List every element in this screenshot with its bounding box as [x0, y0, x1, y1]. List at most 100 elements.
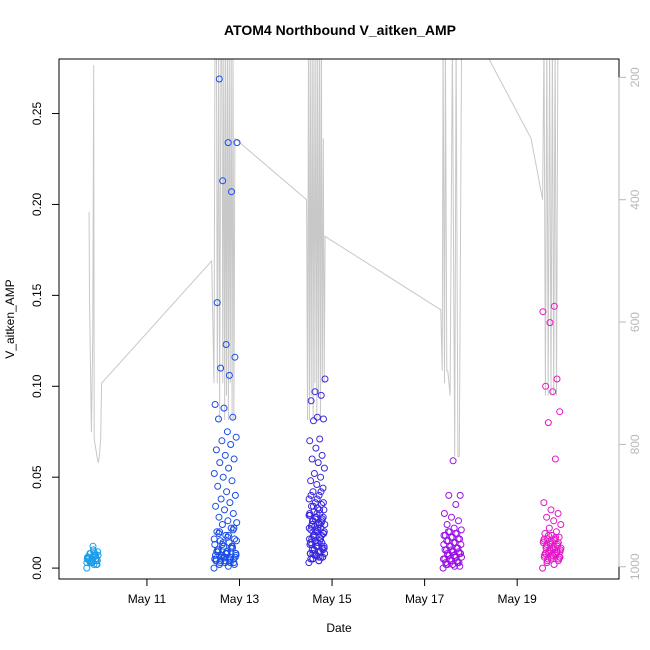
- data-point: [221, 559, 229, 567]
- data-point: [222, 531, 230, 539]
- data-point: [544, 419, 552, 427]
- data-point: [211, 401, 219, 408]
- data-point: [228, 188, 235, 196]
- data-point: [233, 139, 241, 147]
- data-point: [308, 502, 315, 510]
- data-point: [443, 537, 451, 545]
- y-axis-label: V_aitken_AMP: [3, 279, 17, 358]
- data-point: [92, 551, 100, 559]
- y2-axis: 200 400 600 800 1000: [618, 67, 642, 580]
- data-point: [453, 557, 461, 565]
- data-point: [309, 550, 317, 557]
- data-point: [542, 550, 550, 557]
- data-point: [556, 553, 564, 561]
- data-point: [557, 521, 565, 528]
- data-point: [317, 488, 325, 496]
- data-point: [227, 524, 235, 532]
- data-point: [222, 341, 230, 348]
- y2-tick-label: 400: [628, 189, 642, 209]
- data-point: [453, 544, 460, 552]
- data-point: [231, 535, 239, 543]
- x-tick-label: May 19: [498, 592, 538, 606]
- data-point: [444, 528, 452, 536]
- data-point: [228, 477, 236, 485]
- x-tick-label: May 17: [405, 592, 445, 606]
- data-point: [318, 451, 326, 459]
- data-point: [232, 433, 240, 441]
- data-point: [94, 551, 102, 559]
- data-point: [231, 353, 239, 361]
- data-point: [228, 542, 236, 550]
- data-point: [229, 413, 237, 421]
- data-point: [553, 375, 561, 383]
- data-point: [224, 139, 232, 147]
- data-point: [449, 457, 457, 465]
- data-point: [319, 484, 327, 492]
- data-point: [317, 391, 325, 399]
- data-point: [308, 521, 316, 528]
- data-point: [455, 517, 462, 525]
- data-point: [550, 302, 558, 310]
- data-point: [319, 499, 327, 507]
- data-point: [90, 553, 98, 561]
- data-point: [539, 308, 547, 316]
- data-point: [307, 491, 315, 499]
- data-point: [233, 537, 240, 545]
- data-point: [83, 559, 91, 567]
- data-point: [307, 477, 315, 485]
- data-point: [211, 555, 219, 563]
- data-point: [310, 470, 318, 477]
- data-point: [446, 555, 454, 563]
- data-point: [306, 437, 314, 445]
- data-point: [214, 548, 222, 556]
- data-point: [219, 539, 227, 547]
- data-point: [218, 437, 226, 445]
- data-point: [313, 542, 321, 550]
- data-point: [320, 528, 328, 536]
- data-point: [321, 375, 329, 383]
- data-point: [306, 510, 314, 517]
- data-point: [223, 550, 231, 557]
- data-point: [545, 524, 553, 532]
- data-point: [439, 555, 447, 563]
- pressure-series: [88, 59, 559, 463]
- data-point: [307, 397, 315, 405]
- data-point: [443, 521, 451, 528]
- data-point: [309, 488, 317, 496]
- y2-tick-label: 1000: [628, 553, 642, 580]
- data-point: [227, 555, 234, 563]
- data-point: [210, 470, 218, 477]
- data-point: [456, 491, 464, 499]
- data-point: [316, 435, 324, 443]
- data-point: [552, 533, 560, 541]
- y2-tick-label: 200: [628, 67, 642, 87]
- data-point: [213, 528, 221, 536]
- data-point: [225, 371, 233, 379]
- data-point: [555, 533, 563, 541]
- y2-tick-label: 800: [628, 434, 642, 454]
- data-point: [545, 531, 552, 539]
- data-point: [213, 299, 221, 307]
- data-point: [448, 513, 455, 521]
- data-point: [550, 542, 558, 550]
- data-point: [450, 539, 458, 547]
- data-point: [217, 495, 225, 503]
- data-point: [549, 551, 557, 559]
- plot-frame: [58, 58, 620, 580]
- data-point: [226, 559, 234, 567]
- data-point: [219, 473, 227, 481]
- data-point: [220, 404, 228, 412]
- data-point: [550, 517, 558, 525]
- data-point: [310, 531, 318, 539]
- data-point: [312, 513, 320, 521]
- data-point: [553, 548, 561, 556]
- data-point: [210, 535, 218, 543]
- data-point: [557, 544, 565, 552]
- data-point: [547, 506, 555, 514]
- data-point: [232, 551, 240, 559]
- data-point: [216, 528, 224, 536]
- x-tick-label: May 15: [312, 592, 352, 606]
- data-point: [554, 510, 562, 517]
- data-point: [547, 537, 555, 545]
- data-point: [543, 513, 551, 521]
